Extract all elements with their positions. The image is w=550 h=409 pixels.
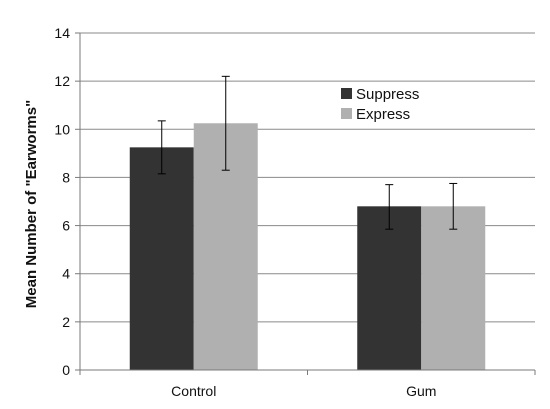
y-tick-label: 6	[62, 218, 70, 234]
y-tick-label: 12	[54, 73, 70, 89]
legend-label-suppress: Suppress	[356, 86, 419, 103]
y-tick-label: 0	[62, 362, 70, 378]
axes	[75, 32, 536, 375]
y-axis-title: Mean Number of "Earworms"	[23, 100, 40, 308]
y-tick-label: 10	[54, 121, 70, 137]
bar-suppress-gum	[357, 206, 422, 370]
x-tick-label: Gum	[406, 383, 436, 399]
y-tick-label: 14	[54, 25, 70, 41]
y-tick-label: 2	[62, 314, 70, 330]
legend: Suppress Express	[341, 86, 419, 123]
legend-swatch-express	[341, 108, 352, 119]
legend-swatch-suppress	[341, 88, 352, 99]
bar-suppress-control	[129, 147, 194, 370]
y-tick-label: 8	[62, 169, 70, 185]
x-tick-labels: Control Gum	[171, 383, 436, 399]
y-tick-label: 4	[62, 266, 70, 282]
x-tick-label: Control	[171, 383, 216, 399]
bars	[129, 123, 486, 371]
error-bars	[157, 75, 458, 230]
bar-express-gum	[421, 206, 486, 370]
y-tick-labels: 0 2 4 6 8 10 12 14	[54, 25, 70, 378]
legend-label-express: Express	[356, 106, 410, 123]
